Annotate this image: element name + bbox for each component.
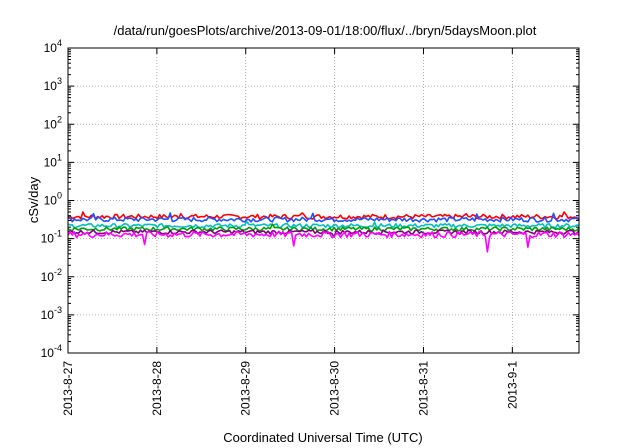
x-tick-label: 2013-8-29 <box>239 361 253 416</box>
series-group <box>67 211 580 253</box>
x-tick-label: 2013-8-28 <box>150 361 164 416</box>
y-tick-label: 10-1 <box>41 229 62 246</box>
series-line <box>67 230 580 253</box>
chart-title: /data/run/goesPlots/archive/2013-09-01/1… <box>114 23 537 38</box>
y-axis-label: cSv/day <box>26 176 41 223</box>
x-tick-label: 2013-9-1 <box>505 361 519 409</box>
y-tick-label: 10-3 <box>41 305 62 322</box>
series-line <box>67 220 580 229</box>
y-tick-label: 101 <box>44 152 62 169</box>
series-line <box>67 223 580 232</box>
y-tick-label: 102 <box>44 114 62 131</box>
x-tick-label: 2013-8-27 <box>61 361 75 416</box>
grid <box>68 48 579 353</box>
x-tick-label: 2013-8-30 <box>328 361 342 416</box>
y-tick-label: 100 <box>44 191 62 208</box>
series-line <box>67 211 580 220</box>
x-tick-label: 2013-8-31 <box>416 361 430 416</box>
x-axis: 2013-8-27 2013-8-28 2013-8-29 2013-8-30 2013… <box>61 48 519 416</box>
y-tick-label: 103 <box>44 76 62 93</box>
y-tick-label: 10-4 <box>41 343 62 360</box>
y-axis: 10-4 10-3 10-2 10-1 100 101 102 103 104 <box>41 38 579 360</box>
y-tick-label: 104 <box>44 38 62 55</box>
y-tick-label: 10-2 <box>41 267 62 284</box>
series-line <box>67 212 580 223</box>
x-axis-label: Coordinated Universal Time (UTC) <box>223 430 422 445</box>
